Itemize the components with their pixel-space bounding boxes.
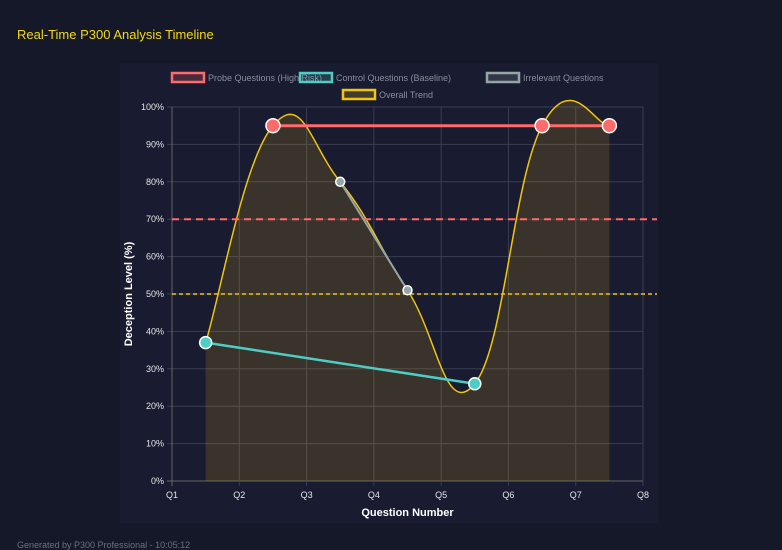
x-tick-label: Q5 [435,490,447,500]
data-point [601,117,618,134]
series-line-2 [339,181,409,291]
series-line-1 [205,341,475,385]
x-axis-label: Question Number [361,507,454,519]
chart-panel [120,63,658,523]
x-tick-label: Q6 [502,490,514,500]
data-point [534,117,550,134]
data-point [402,285,413,296]
x-tick-label: Q7 [570,490,582,500]
y-tick-label: 30% [146,364,164,374]
y-axis-label: Deception Level (%) [123,241,135,346]
legend-swatch [341,88,377,101]
y-tick-label: 80% [146,177,164,187]
legend-swatch [485,71,521,84]
y-tick-label: 10% [146,439,164,449]
x-tick-label: Q8 [637,490,649,500]
x-tick-label: Q4 [368,490,380,500]
data-point [198,335,213,350]
y-tick-label: 20% [146,401,164,411]
data-point [468,377,482,391]
page-title: Real-Time P300 Analysis Timeline [17,27,214,42]
x-tick-label: Q3 [301,490,313,500]
legend-label: Probe Questions (High Risk) [208,73,322,83]
data-point [334,176,346,188]
y-tick-label: 40% [146,326,164,336]
legend-swatch [298,71,334,84]
y-tick-label: 60% [146,252,164,262]
x-tick-label: Q2 [233,490,245,500]
legend-swatch [170,71,206,84]
data-point [265,117,281,134]
y-tick-label: 100% [141,102,164,112]
legend-label: Irrelevant Questions [523,73,604,83]
y-tick-label: 0% [151,476,164,486]
y-tick-label: 90% [146,139,164,149]
footer-text: Generated by P300 Professional - 10:05:1… [17,540,191,550]
y-tick-label: 50% [146,289,164,299]
x-tick-label: Q1 [166,490,178,500]
y-tick-label: 70% [146,214,164,224]
legend-label: Overall Trend [379,90,433,100]
legend-label: Control Questions (Baseline) [336,73,451,83]
